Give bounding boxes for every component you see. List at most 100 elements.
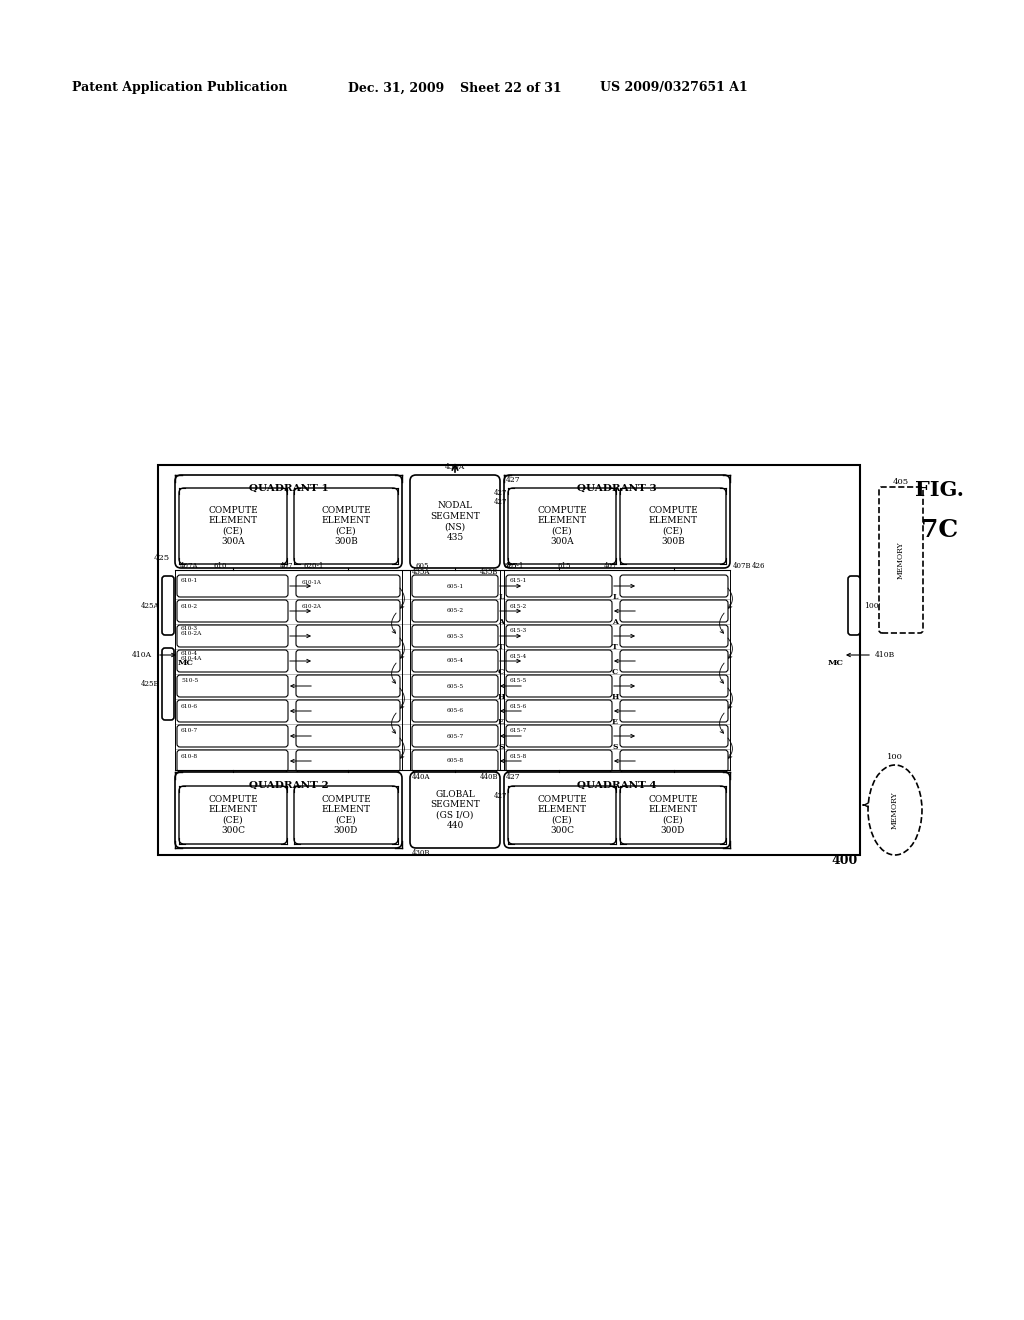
Text: 405: 405 bbox=[893, 478, 909, 486]
Text: MEMORY: MEMORY bbox=[897, 541, 905, 578]
FancyBboxPatch shape bbox=[412, 624, 498, 647]
FancyBboxPatch shape bbox=[506, 700, 612, 722]
Text: A: A bbox=[612, 618, 617, 626]
FancyBboxPatch shape bbox=[296, 675, 400, 697]
FancyBboxPatch shape bbox=[294, 785, 398, 843]
Text: 610-3
610-2A: 610-3 610-2A bbox=[181, 626, 203, 636]
FancyBboxPatch shape bbox=[506, 725, 612, 747]
FancyBboxPatch shape bbox=[620, 488, 726, 564]
Text: COMPUTE
ELEMENT
(CE)
300C: COMPUTE ELEMENT (CE) 300C bbox=[208, 795, 258, 836]
FancyBboxPatch shape bbox=[296, 649, 400, 672]
FancyBboxPatch shape bbox=[412, 700, 498, 722]
FancyBboxPatch shape bbox=[175, 475, 402, 568]
Text: 605-4: 605-4 bbox=[446, 659, 464, 664]
Text: 610: 610 bbox=[213, 562, 226, 570]
Text: 430B: 430B bbox=[412, 849, 430, 857]
Text: Dec. 31, 2009: Dec. 31, 2009 bbox=[348, 82, 444, 95]
FancyBboxPatch shape bbox=[296, 601, 400, 622]
Text: COMPUTE
ELEMENT
(CE)
300B: COMPUTE ELEMENT (CE) 300B bbox=[322, 506, 371, 546]
Text: 100': 100' bbox=[864, 602, 881, 610]
Text: MEMORY: MEMORY bbox=[891, 791, 899, 829]
Text: 605-2: 605-2 bbox=[446, 609, 464, 614]
FancyBboxPatch shape bbox=[412, 675, 498, 697]
Text: 400: 400 bbox=[831, 854, 858, 867]
Text: E: E bbox=[498, 718, 504, 726]
FancyBboxPatch shape bbox=[620, 601, 728, 622]
Text: COMPUTE
ELEMENT
(CE)
300B: COMPUTE ELEMENT (CE) 300B bbox=[648, 506, 698, 546]
Text: 615-6: 615-6 bbox=[510, 704, 527, 709]
Text: 430A: 430A bbox=[444, 463, 465, 471]
Text: COMPUTE
ELEMENT
(CE)
300D: COMPUTE ELEMENT (CE) 300D bbox=[322, 795, 371, 836]
Text: S: S bbox=[612, 743, 617, 751]
Text: 625-1: 625-1 bbox=[504, 562, 524, 570]
Text: 427: 427 bbox=[494, 792, 507, 800]
Text: H: H bbox=[611, 693, 618, 701]
Text: COMPUTE
ELEMENT
(CE)
300A: COMPUTE ELEMENT (CE) 300A bbox=[208, 506, 258, 546]
FancyBboxPatch shape bbox=[177, 675, 288, 697]
FancyBboxPatch shape bbox=[879, 487, 923, 634]
FancyBboxPatch shape bbox=[296, 624, 400, 647]
FancyBboxPatch shape bbox=[504, 772, 730, 847]
FancyBboxPatch shape bbox=[177, 700, 288, 722]
FancyBboxPatch shape bbox=[296, 576, 400, 597]
Text: 410A: 410A bbox=[132, 651, 152, 659]
FancyBboxPatch shape bbox=[620, 649, 728, 672]
Text: 615-8: 615-8 bbox=[510, 754, 527, 759]
Text: L: L bbox=[499, 593, 504, 601]
Text: 610-6: 610-6 bbox=[181, 704, 198, 709]
Text: COMPUTE
ELEMENT
(CE)
300A: COMPUTE ELEMENT (CE) 300A bbox=[538, 506, 587, 546]
Text: GLOBAL
SEGMENT
(GS I/O)
440: GLOBAL SEGMENT (GS I/O) 440 bbox=[430, 789, 480, 830]
FancyBboxPatch shape bbox=[162, 576, 174, 635]
FancyBboxPatch shape bbox=[508, 785, 616, 843]
Text: 615-3: 615-3 bbox=[510, 628, 527, 634]
FancyBboxPatch shape bbox=[508, 488, 616, 564]
Text: 610-7: 610-7 bbox=[181, 729, 198, 734]
Text: FIG.: FIG. bbox=[915, 480, 965, 500]
FancyBboxPatch shape bbox=[412, 649, 498, 672]
FancyBboxPatch shape bbox=[179, 488, 287, 564]
Text: 407: 407 bbox=[603, 562, 616, 570]
Text: 427: 427 bbox=[506, 477, 520, 484]
Text: 605-3: 605-3 bbox=[446, 634, 464, 639]
Text: 610-1A: 610-1A bbox=[302, 579, 322, 585]
Text: E: E bbox=[612, 718, 617, 726]
Text: NODAL
SEGMENT
(NS)
435: NODAL SEGMENT (NS) 435 bbox=[430, 502, 480, 541]
Text: US 2009/0327651 A1: US 2009/0327651 A1 bbox=[600, 82, 748, 95]
Text: 605-7: 605-7 bbox=[446, 734, 464, 738]
FancyBboxPatch shape bbox=[620, 750, 728, 772]
Text: 100: 100 bbox=[887, 752, 903, 762]
FancyBboxPatch shape bbox=[620, 700, 728, 722]
Text: S: S bbox=[499, 743, 504, 751]
Ellipse shape bbox=[868, 766, 922, 855]
Text: MC: MC bbox=[828, 659, 844, 667]
Text: Patent Application Publication: Patent Application Publication bbox=[72, 82, 288, 95]
Text: 425A: 425A bbox=[140, 602, 159, 610]
FancyBboxPatch shape bbox=[848, 576, 860, 635]
Text: COMPUTE
ELEMENT
(CE)
300D: COMPUTE ELEMENT (CE) 300D bbox=[648, 795, 698, 836]
FancyBboxPatch shape bbox=[504, 475, 730, 568]
FancyBboxPatch shape bbox=[506, 576, 612, 597]
Text: 615-7: 615-7 bbox=[510, 729, 527, 734]
FancyBboxPatch shape bbox=[412, 576, 498, 597]
FancyBboxPatch shape bbox=[506, 624, 612, 647]
FancyBboxPatch shape bbox=[620, 624, 728, 647]
FancyBboxPatch shape bbox=[177, 725, 288, 747]
FancyBboxPatch shape bbox=[177, 624, 288, 647]
FancyBboxPatch shape bbox=[175, 772, 402, 847]
Text: 435B: 435B bbox=[479, 568, 498, 576]
Text: 510-5: 510-5 bbox=[181, 678, 199, 684]
Text: H: H bbox=[498, 693, 505, 701]
Text: 427: 427 bbox=[494, 488, 507, 498]
FancyBboxPatch shape bbox=[506, 601, 612, 622]
Text: 610-1: 610-1 bbox=[181, 578, 199, 583]
FancyBboxPatch shape bbox=[177, 601, 288, 622]
FancyBboxPatch shape bbox=[412, 601, 498, 622]
FancyBboxPatch shape bbox=[410, 475, 500, 568]
FancyBboxPatch shape bbox=[506, 750, 612, 772]
FancyBboxPatch shape bbox=[296, 725, 400, 747]
Text: 605-8: 605-8 bbox=[446, 759, 464, 763]
Text: Sheet 22 of 31: Sheet 22 of 31 bbox=[460, 82, 561, 95]
FancyBboxPatch shape bbox=[620, 725, 728, 747]
FancyBboxPatch shape bbox=[177, 576, 288, 597]
Text: 620-1: 620-1 bbox=[304, 562, 325, 570]
